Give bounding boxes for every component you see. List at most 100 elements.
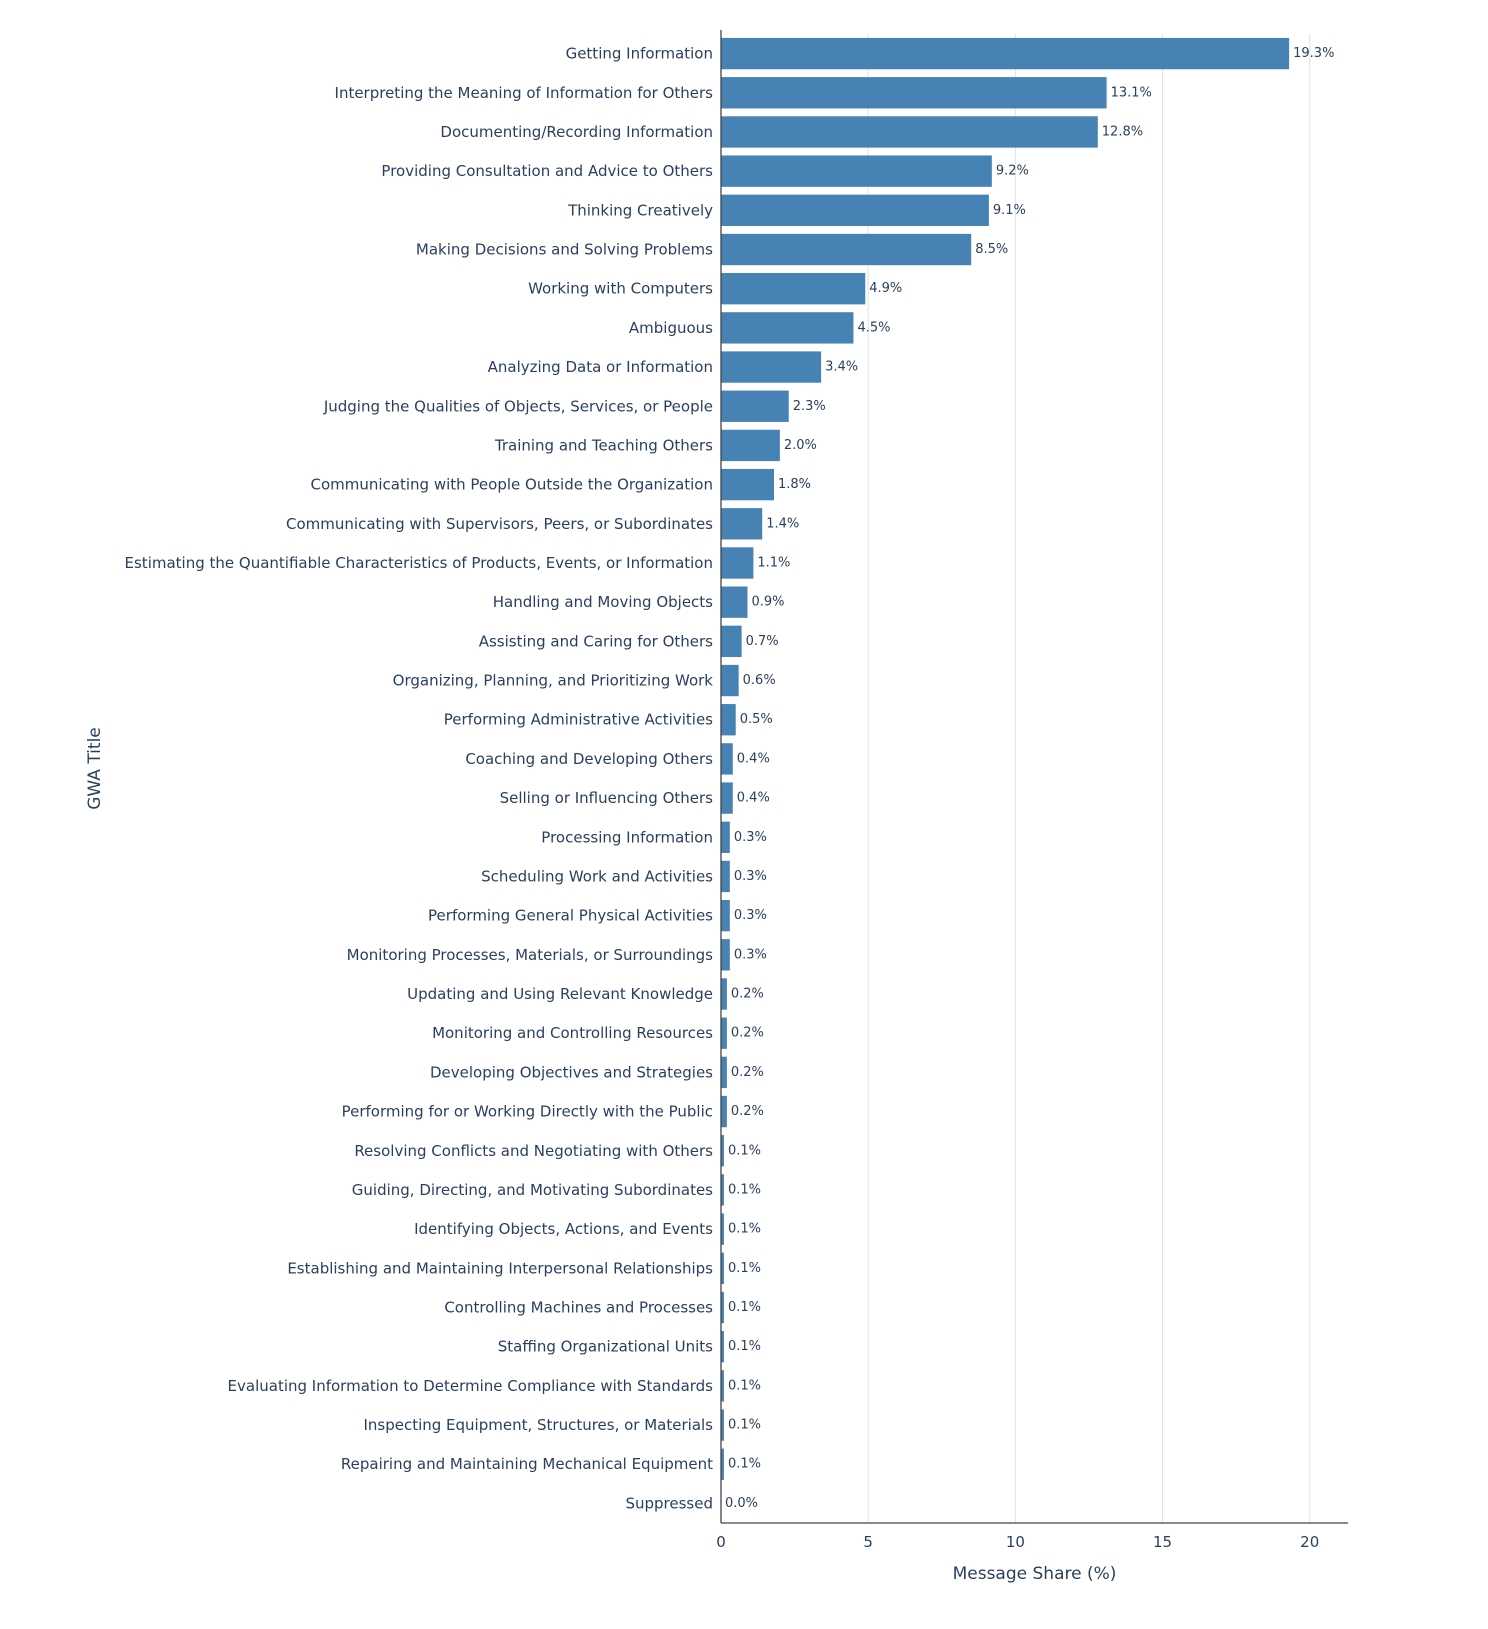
bar <box>721 1095 727 1128</box>
gridlines <box>867 34 1311 1523</box>
data-label: 0.1% <box>728 1339 761 1354</box>
x-tick-label: 10 <box>1006 1533 1025 1551</box>
category-label: Providing Consultation and Advice to Oth… <box>381 162 713 180</box>
data-label: 0.3% <box>734 830 767 845</box>
category-label: Suppressed <box>625 1494 713 1512</box>
data-label: 0.1% <box>728 1418 761 1433</box>
category-label: Processing Information <box>541 828 713 846</box>
data-label: 13.1% <box>1111 85 1152 100</box>
bar <box>721 782 733 814</box>
bar <box>721 1174 724 1206</box>
data-label: 19.3% <box>1293 46 1334 61</box>
bar <box>721 351 822 383</box>
category-label: Controlling Machines and Processes <box>444 1298 713 1316</box>
bar <box>721 77 1107 109</box>
data-label: 0.2% <box>731 987 764 1002</box>
data-label: 0.1% <box>728 1182 761 1197</box>
category-label: Judging the Qualities of Objects, Servic… <box>323 397 713 415</box>
category-label: Guiding, Directing, and Motivating Subor… <box>352 1181 713 1199</box>
data-label: 0.7% <box>746 634 779 649</box>
bar <box>721 1017 727 1049</box>
bar <box>721 194 989 227</box>
data-label: 2.0% <box>784 438 817 453</box>
bar <box>721 155 992 187</box>
bar <box>721 312 854 344</box>
category-label: Repairing and Maintaining Mechanical Equ… <box>341 1455 713 1473</box>
bar <box>721 508 763 540</box>
bar <box>721 233 972 266</box>
bar <box>721 273 866 305</box>
category-label: Monitoring Processes, Materials, or Surr… <box>347 946 714 964</box>
data-label: 0.1% <box>728 1222 761 1237</box>
bar <box>721 821 730 853</box>
bar <box>721 743 733 775</box>
data-label: 0.5% <box>740 712 773 727</box>
data-label: 0.3% <box>734 947 767 962</box>
category-label: Scheduling Work and Activities <box>481 867 713 885</box>
data-label: 0.1% <box>728 1143 761 1158</box>
bar <box>721 899 730 932</box>
data-label: 4.9% <box>869 281 902 296</box>
data-label: 0.2% <box>731 1026 764 1041</box>
bar <box>721 1252 724 1284</box>
category-label: Inspecting Equipment, Structures, or Mat… <box>363 1416 713 1434</box>
category-label: Training and Teaching Others <box>494 436 713 454</box>
data-label: 9.1% <box>993 203 1026 218</box>
bar <box>721 625 742 658</box>
bar <box>721 116 1098 148</box>
bar <box>721 468 774 501</box>
category-label: Making Decisions and Solving Problems <box>416 241 713 259</box>
bar <box>721 939 730 971</box>
data-label: 8.5% <box>975 242 1008 257</box>
data-label: 0.6% <box>743 673 776 688</box>
category-label: Assisting and Caring for Others <box>479 632 713 650</box>
data-label: 0.1% <box>728 1378 761 1393</box>
category-label: Communicating with Supervisors, Peers, o… <box>286 515 713 533</box>
data-label: 0.1% <box>728 1300 761 1315</box>
data-label: 1.4% <box>766 516 799 531</box>
bar <box>721 1056 727 1089</box>
data-label: 3.4% <box>825 360 858 375</box>
x-tick-labels: 0 5 10 15 20 <box>716 1533 1319 1551</box>
data-label: 0.2% <box>731 1065 764 1080</box>
x-tick-label: 5 <box>863 1533 873 1551</box>
bars <box>721 37 1290 1480</box>
category-label: Coaching and Developing Others <box>465 750 713 768</box>
data-label: 0.0% <box>725 1496 758 1511</box>
x-tick-label: 20 <box>1300 1533 1319 1551</box>
data-label: 0.4% <box>737 751 770 766</box>
category-label: Thinking Creatively <box>567 201 713 219</box>
bar <box>721 390 789 422</box>
category-label: Ambiguous <box>629 319 713 337</box>
category-label: Updating and Using Relevant Knowledge <box>407 985 713 1003</box>
data-label: 0.1% <box>728 1261 761 1276</box>
data-label: 4.5% <box>857 320 890 335</box>
category-label: Selling or Influencing Others <box>500 789 714 807</box>
data-label: 1.8% <box>778 477 811 492</box>
category-label: Documenting/Recording Information <box>440 123 713 141</box>
bar <box>721 1370 724 1402</box>
data-labels: 19.3% 13.1% 12.8% 9.2% 9.1% 8.5% 4.9% 4.5% 3.4% 2… <box>725 46 1334 1511</box>
data-label: 0.3% <box>734 869 767 884</box>
data-label: 1.1% <box>757 555 790 570</box>
category-label: Analyzing Data or Information <box>488 358 713 376</box>
x-tick-label: 15 <box>1153 1533 1172 1551</box>
category-label: Getting Information <box>566 45 713 63</box>
bar <box>721 1409 724 1441</box>
data-label: 0.4% <box>737 791 770 806</box>
bar <box>721 860 730 893</box>
category-label: Organizing, Planning, and Prioritizing W… <box>393 672 714 690</box>
bar <box>721 1330 724 1363</box>
category-label: Monitoring and Controlling Resources <box>432 1024 713 1042</box>
category-label: Performing Administrative Activities <box>444 711 713 729</box>
axes <box>720 30 1348 1524</box>
data-label: 9.2% <box>996 164 1029 179</box>
bar <box>721 1135 724 1167</box>
bar <box>721 37 1290 70</box>
category-label: Communicating with People Outside the Or… <box>310 476 713 494</box>
data-label: 0.9% <box>751 595 784 610</box>
category-label: Evaluating Information to Determine Comp… <box>228 1377 714 1395</box>
bar <box>721 1213 724 1245</box>
bar <box>721 704 736 736</box>
